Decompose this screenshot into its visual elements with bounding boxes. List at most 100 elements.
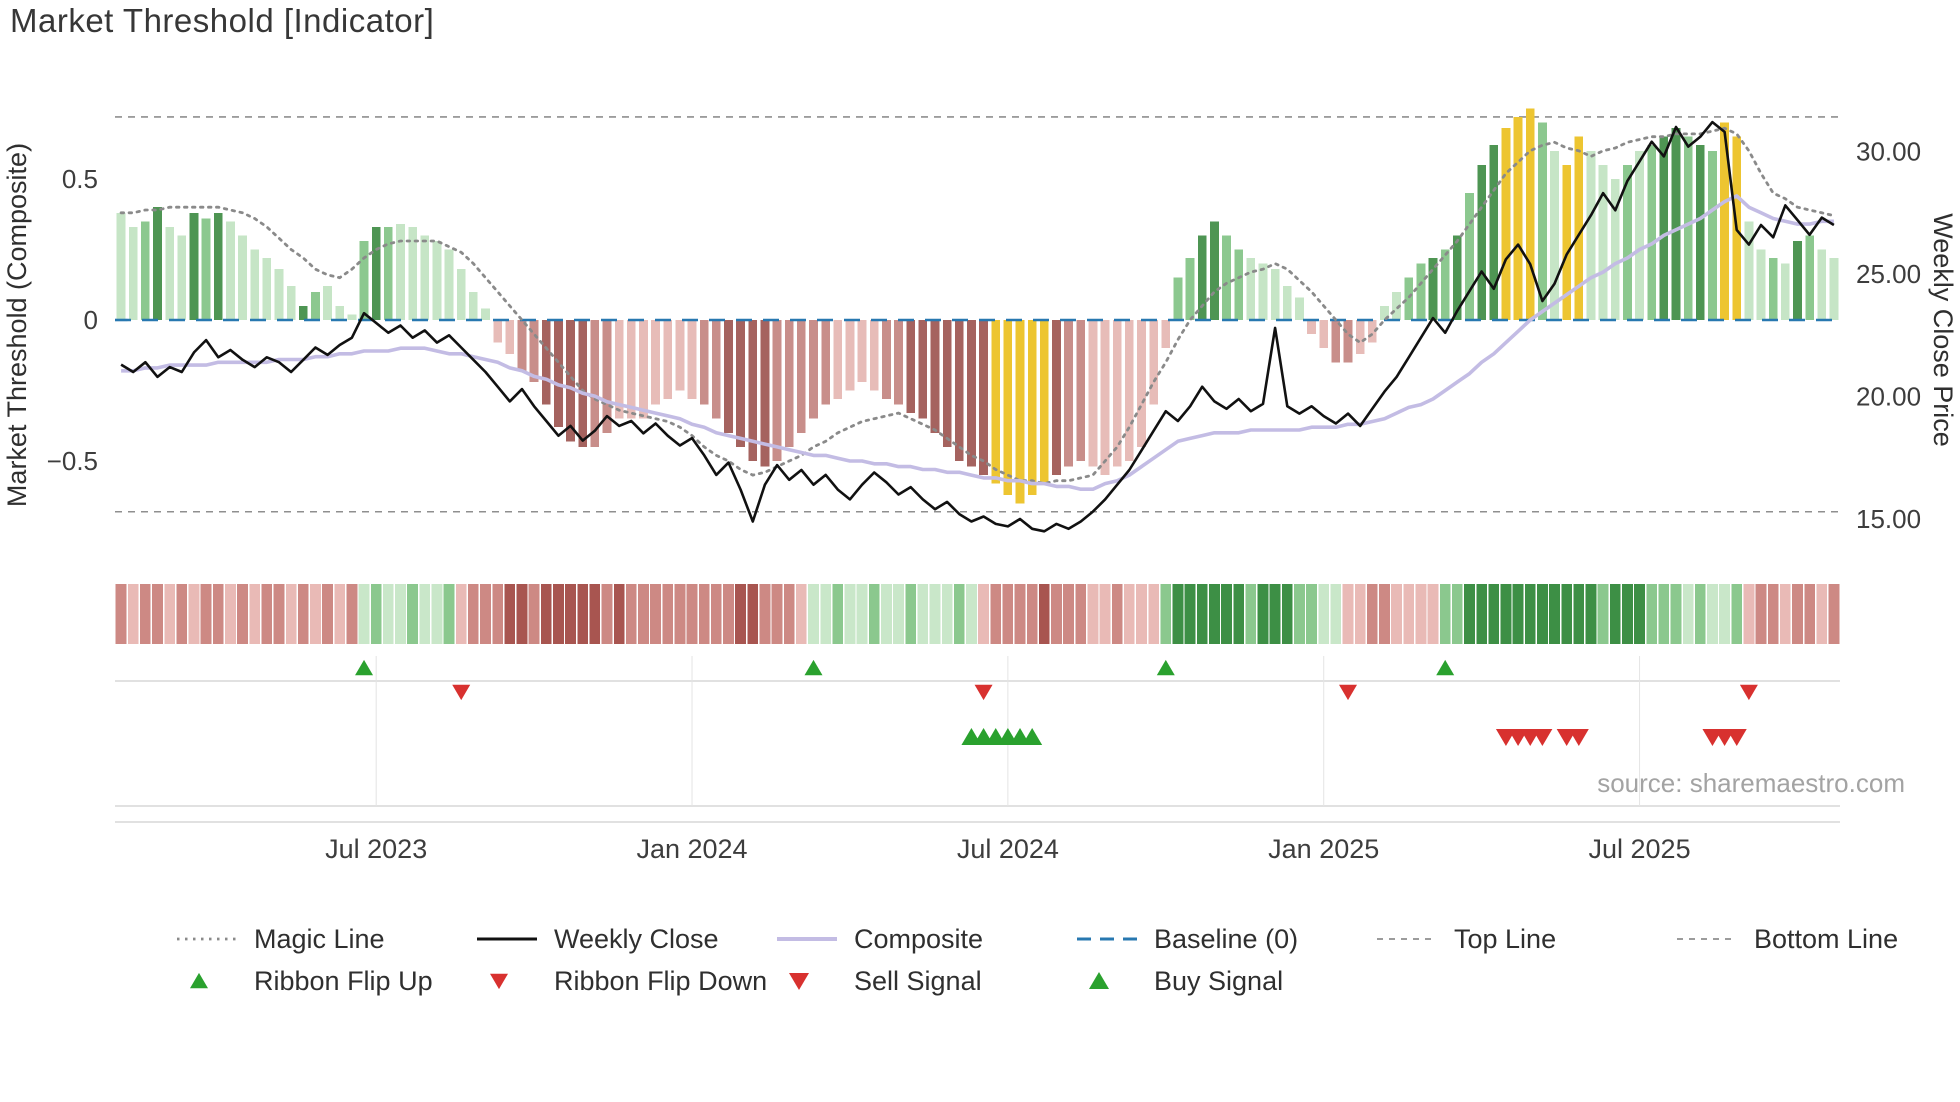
ribbon-cell: [1707, 584, 1718, 644]
threshold-bar: [1829, 257, 1839, 320]
ribbon-cell: [783, 584, 795, 644]
legend-label: Ribbon Flip Up: [254, 965, 433, 996]
ribbon-cell: [1318, 584, 1330, 644]
threshold-bar: [1039, 320, 1049, 484]
ribbon-cell: [1537, 584, 1548, 644]
ribbon-cell: [1670, 584, 1682, 644]
threshold-bar: [1258, 263, 1268, 320]
ribbon-cell: [1051, 584, 1062, 644]
ribbon-cell: [1804, 584, 1816, 644]
ribbon-cell: [1731, 584, 1743, 644]
ribbon-cell: [808, 584, 819, 644]
threshold-bar: [1428, 257, 1438, 320]
ribbon-cell: [1439, 584, 1451, 644]
ribbon-cell: [297, 584, 309, 644]
ribbon-flip-up-marker: [1156, 659, 1175, 676]
ribbon-cell: [164, 584, 176, 644]
ribbon-cell: [820, 584, 832, 644]
threshold-bar: [796, 320, 806, 433]
threshold-bar: [590, 320, 600, 447]
ribbon-cell: [1233, 584, 1245, 644]
threshold-bar: [408, 226, 417, 320]
threshold-bar: [1635, 150, 1644, 320]
ribbon-cell: [152, 584, 163, 644]
legend-label: Composite: [854, 923, 984, 954]
ribbon-cell: [990, 584, 1002, 644]
ribbon-cell: [334, 584, 346, 644]
threshold-bar: [906, 320, 916, 414]
ribbon-cell: [1257, 584, 1269, 644]
ribbon-cell: [395, 584, 406, 644]
ribbon-cell: [1682, 584, 1694, 644]
ribbon-cell: [1354, 584, 1366, 644]
threshold-bar: [1598, 164, 1608, 320]
threshold-bar: [213, 212, 223, 320]
threshold-bar: [1489, 145, 1499, 320]
threshold-bar: [1295, 297, 1304, 320]
threshold-bar: [274, 269, 284, 320]
ribbon-cell: [1658, 584, 1670, 644]
ribbon-cell: [455, 584, 467, 644]
threshold-bar: [1282, 286, 1292, 320]
composite-line: [121, 194, 1834, 492]
threshold-bar: [554, 320, 563, 428]
ribbon-cell: [1694, 584, 1706, 644]
legend-item-sell-signal: Sell Signal: [775, 966, 1075, 997]
ribbon-cell: [346, 584, 358, 644]
ribbon-cell: [1828, 584, 1840, 644]
threshold-bar: [383, 226, 393, 320]
threshold-bar: [1659, 136, 1669, 320]
ribbon-cell: [1014, 584, 1026, 644]
ribbon-cell: [480, 584, 491, 644]
threshold-bar: [1562, 164, 1572, 320]
ribbon-cell: [1767, 584, 1779, 644]
ribbon-cell: [1451, 584, 1463, 644]
threshold-bar: [1076, 320, 1086, 461]
ribbon-cell: [941, 584, 953, 644]
threshold-bar: [882, 320, 891, 399]
ribbon-cell: [893, 584, 904, 644]
left-axis-label: Market Threshold (Composite): [2, 143, 32, 507]
threshold-bar: [1319, 320, 1329, 349]
ribbon-cell: [1415, 584, 1427, 644]
threshold-bar: [942, 320, 952, 447]
threshold-bar: [651, 320, 660, 405]
ribbon-cell: [443, 584, 455, 644]
sell-signal-icon: [789, 973, 809, 990]
x-axis-tick-label: Jul 2023: [325, 834, 427, 864]
ribbon-cell: [1002, 584, 1014, 644]
ribbon-cell: [1816, 584, 1828, 644]
legend-label: Weekly Close: [554, 923, 719, 954]
ribbon-cell: [200, 584, 212, 644]
baseline-swatch-icon: [1077, 937, 1137, 941]
ribbon-cell: [358, 584, 370, 644]
page-title: Market Threshold [Indicator]: [10, 2, 435, 39]
ribbon-cell: [577, 584, 589, 644]
ribbon-cell: [929, 584, 941, 644]
ribbon-cell: [565, 584, 576, 644]
threshold-bar: [311, 291, 320, 320]
threshold-bar: [1550, 150, 1559, 320]
ribbon-cell: [237, 584, 248, 644]
top-line-swatch-icon: [1377, 938, 1437, 940]
threshold-bar: [1112, 320, 1122, 467]
ribbon-cell: [382, 584, 394, 644]
right-axis-tick-label: 15.00: [1856, 504, 1921, 534]
buy-signal-marker: [1022, 728, 1043, 745]
ribbon-cell: [698, 584, 710, 644]
ribbon-flip-down-marker: [974, 684, 993, 701]
threshold-bar: [1246, 257, 1256, 320]
ribbon-cell: [322, 584, 333, 644]
threshold-bar: [1805, 235, 1815, 320]
threshold-bar: [1015, 320, 1025, 504]
threshold-bar: [1003, 320, 1013, 495]
threshold-bar: [918, 320, 928, 419]
threshold-bar: [809, 320, 818, 419]
ribbon-cell: [1172, 584, 1184, 644]
ribbon-cell: [1160, 584, 1172, 644]
threshold-bar: [286, 286, 296, 320]
ribbon-cell: [650, 584, 661, 644]
ribbon-cell: [905, 584, 917, 644]
ribbon-cell: [1743, 584, 1755, 644]
